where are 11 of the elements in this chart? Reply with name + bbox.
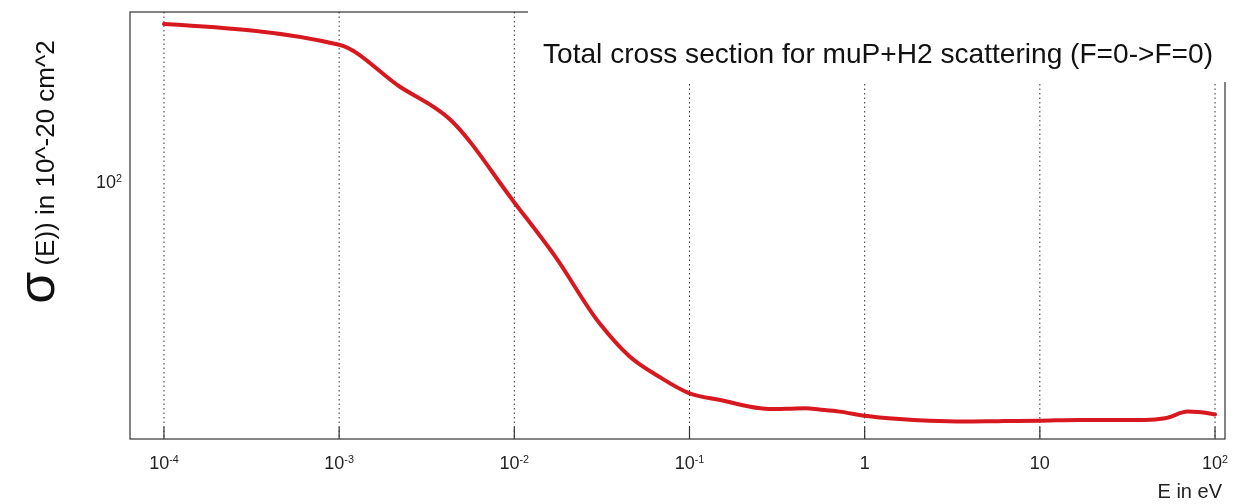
x-axis-title: E in eV bbox=[1157, 480, 1223, 502]
x-tick-label: 10$^{-2}$ bbox=[499, 453, 530, 473]
y-axis-title: σ(E)) in 10^-20 cm^2 bbox=[7, 40, 65, 304]
text: Total cross section for muP+H2 scattering (F=0->F=0) bbox=[543, 38, 1213, 69]
x-tick-label: 10$^{-3}$ bbox=[324, 453, 354, 473]
x-tick-label: 10$^{-1}$ bbox=[674, 453, 705, 473]
text: 10$^{2}$ bbox=[95, 172, 122, 192]
x-tick-label: 10$^{2}$ bbox=[1202, 453, 1229, 473]
x-tick-label: 1 bbox=[859, 453, 870, 473]
x-tick-label: 10$^{-4}$ bbox=[149, 453, 179, 473]
x-tick-label: 10 bbox=[1029, 453, 1050, 473]
